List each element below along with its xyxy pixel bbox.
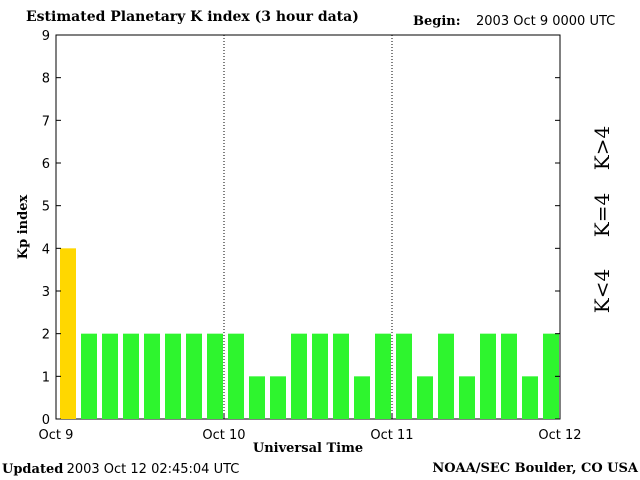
kp-bar bbox=[249, 376, 265, 419]
kp-bar bbox=[81, 333, 97, 419]
legend-entry: K=4 bbox=[590, 193, 614, 237]
kp-bar bbox=[522, 376, 538, 419]
begin-label: Begin: bbox=[413, 14, 461, 29]
y-tick-label: 2 bbox=[42, 328, 50, 343]
legend-entry: K>4 bbox=[590, 126, 614, 170]
updated-line: Updated 2003 Oct 12 02:45:04 UTC bbox=[2, 461, 239, 477]
kp-bar bbox=[396, 333, 412, 419]
kp-bar bbox=[312, 333, 328, 419]
kp-bar bbox=[417, 376, 433, 419]
begin-value: 2003 Oct 9 0000 UTC bbox=[476, 14, 616, 29]
updated-value: 2003 Oct 12 02:45:04 UTC bbox=[66, 462, 240, 477]
kp-bar bbox=[186, 333, 202, 419]
kp-bar bbox=[543, 333, 559, 419]
x-tick-label: Oct 9 bbox=[39, 428, 74, 443]
kp-bar bbox=[354, 376, 370, 419]
kp-bar bbox=[228, 333, 244, 419]
y-tick-label: 5 bbox=[42, 200, 50, 215]
kp-bar bbox=[60, 248, 76, 419]
y-tick-label: 4 bbox=[42, 242, 50, 257]
y-axis-title: Kp index bbox=[16, 195, 31, 260]
kp-bar bbox=[144, 333, 160, 419]
kp-bar bbox=[165, 333, 181, 419]
source-credit: NOAA/SEC Boulder, CO USA bbox=[432, 461, 638, 476]
y-tick-label: 1 bbox=[42, 370, 50, 385]
x-tick-label: Oct 10 bbox=[202, 428, 245, 443]
kp-bar bbox=[102, 333, 118, 419]
x-tick-label: Oct 12 bbox=[538, 428, 581, 443]
kp-bar bbox=[123, 333, 139, 419]
kp-bar bbox=[375, 333, 391, 419]
plot-frame bbox=[55, 34, 561, 420]
y-tick-label: 3 bbox=[42, 285, 50, 300]
kp-bar bbox=[270, 376, 286, 419]
kp-bar bbox=[459, 376, 475, 419]
kp-bar bbox=[480, 333, 496, 419]
y-tick-label: 0 bbox=[42, 413, 50, 428]
kp-bar bbox=[333, 333, 349, 419]
kp-bar bbox=[291, 333, 307, 419]
y-tick-label: 7 bbox=[42, 114, 50, 129]
y-tick-label: 6 bbox=[42, 157, 50, 172]
x-axis-title: Universal Time bbox=[253, 441, 363, 456]
chart-title: Estimated Planetary K index (3 hour data… bbox=[26, 9, 359, 25]
kp-bar bbox=[207, 333, 223, 419]
kp-bar bbox=[438, 333, 454, 419]
updated-label: Updated bbox=[2, 462, 64, 477]
y-tick-label: 9 bbox=[42, 29, 50, 44]
x-tick-label: Oct 11 bbox=[370, 428, 413, 443]
y-tick-label: 8 bbox=[42, 72, 50, 87]
legend-entry: K<4 bbox=[590, 269, 614, 313]
kp-bar bbox=[501, 333, 517, 419]
